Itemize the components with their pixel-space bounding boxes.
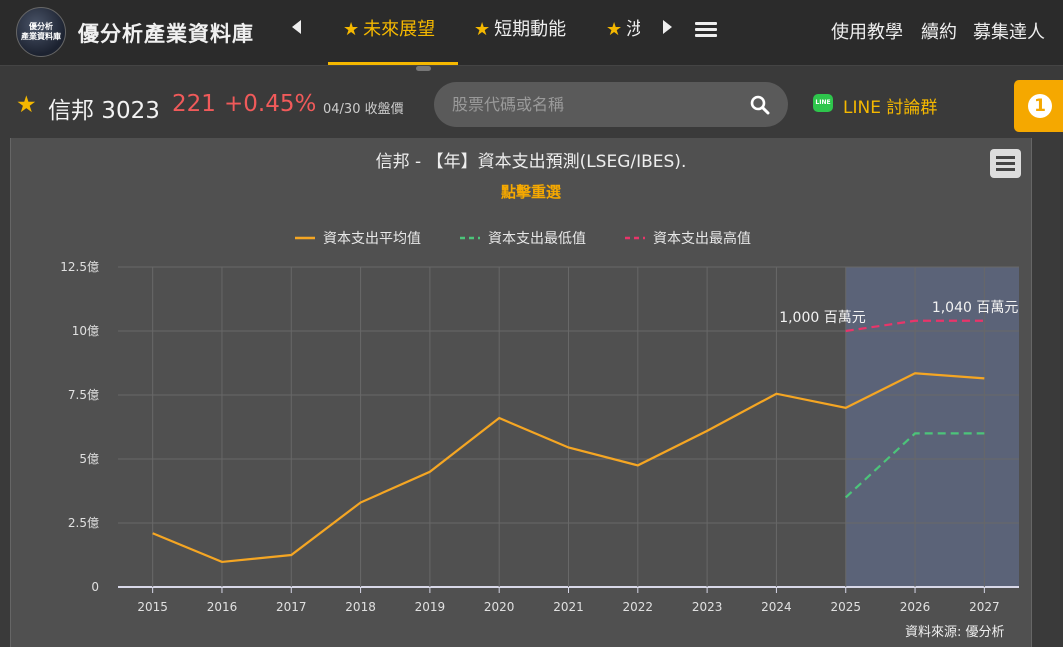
brand-logo[interactable]: 優分析 產業資料庫 [16, 7, 66, 57]
stock-name: 信邦 3023 [48, 98, 160, 124]
star-icon: ★ [474, 19, 491, 40]
x-tick-label: 2016 [207, 600, 238, 614]
recruit-link[interactable]: 募集達人 [973, 22, 1045, 43]
favorite-star-icon[interactable]: ★ [16, 92, 37, 118]
series-line [152, 372, 985, 564]
legend-item: 資本支出平均值 [323, 231, 421, 247]
menu-icon[interactable] [695, 22, 717, 38]
renew-link[interactable]: 續約 [921, 22, 957, 43]
y-tick-label: 7.5億 [68, 388, 99, 402]
data-label: 1,000 百萬元 [779, 310, 866, 326]
top-navigation-bar: 優分析 產業資料庫 優分析產業資料庫 ★ 未來展望 ★ 短期動能 ★ 涉 使用教學 續約… [0, 0, 1063, 66]
stock-change: +0.45% [224, 91, 317, 117]
tutorial-link[interactable]: 使用教學 [831, 22, 903, 43]
chart-panel: 0 2.5億 5億 7.5億 10億 12.5億 2015 2016 2017 2018 2019 2… [10, 138, 1032, 647]
x-tick-label: 2026 [900, 600, 931, 614]
data-source: 資料來源: 優分析 [905, 625, 1005, 640]
search-input[interactable] [452, 82, 742, 127]
star-icon: ★ [343, 19, 360, 40]
plot-area: 0 2.5億 5億 7.5億 10億 12.5億 2015 2016 2017 2018 2019 2… [60, 230, 1019, 614]
notification-badge: 1 [1028, 94, 1052, 118]
stock-price: 221 [172, 91, 216, 117]
x-tick-label: 2017 [276, 600, 307, 614]
x-tick-label: 2023 [692, 600, 723, 614]
capex-chart: 0 2.5億 5億 7.5億 10億 12.5億 2015 2016 2017 2018 2019 2… [60, 230, 1019, 614]
y-tick-label: 5億 [79, 452, 99, 466]
active-tab-indicator [328, 62, 458, 65]
x-tick-label: 2015 [137, 600, 168, 614]
star-icon: ★ [606, 19, 623, 40]
search-box [434, 82, 788, 127]
x-tick-label: 2018 [345, 600, 376, 614]
x-tick-label: 2021 [553, 600, 584, 614]
y-tick-label: 10億 [72, 324, 99, 338]
forecast-band [845, 267, 1019, 587]
x-tick-label: 2025 [830, 600, 861, 614]
search-icon[interactable] [750, 95, 770, 115]
reselect-link[interactable]: 點擊重選 [500, 183, 561, 201]
data-label: 1,040 百萬元 [932, 300, 1019, 316]
scroll-handle[interactable] [416, 66, 431, 71]
y-tick-label: 2.5億 [68, 516, 99, 530]
chart-menu-icon[interactable] [990, 149, 1021, 178]
chart-title: 信邦 - 【年】資本支出預測(LSEG/IBES). [375, 152, 687, 172]
x-tick-label: 2019 [415, 600, 446, 614]
tab-short-term-momentum[interactable]: ★ 短期動能 [474, 19, 567, 40]
line-icon: LINE [813, 94, 833, 112]
legend-item: 資本支出最高值 [653, 230, 751, 247]
tabs-scroll-right-icon[interactable] [663, 20, 672, 34]
notification-button[interactable]: 1 [1014, 80, 1063, 132]
tab-clipped[interactable]: ★ 涉 [606, 19, 640, 40]
series-line [844, 432, 985, 499]
y-tick-label: 12.5億 [60, 260, 99, 274]
y-tick-label: 0 [91, 580, 99, 594]
brand-name[interactable]: 優分析產業資料庫 [78, 22, 254, 46]
x-tick-label: 2020 [484, 600, 515, 614]
stock-info-bar: ★ 信邦 3023 221 +0.45% 04/30 收盤價 LINE LINE… [0, 70, 1063, 136]
x-tick-label: 2027 [969, 600, 1000, 614]
x-tick-label: 2022 [623, 600, 654, 614]
legend-item: 資本支出最低值 [488, 231, 586, 247]
price-date: 04/30 收盤價 [323, 102, 404, 117]
series-line [845, 319, 985, 333]
tabs-scroll-left-icon[interactable] [292, 20, 301, 34]
tab-future-outlook[interactable]: ★ 未來展望 [343, 19, 436, 40]
x-tick-label: 2024 [761, 600, 792, 614]
